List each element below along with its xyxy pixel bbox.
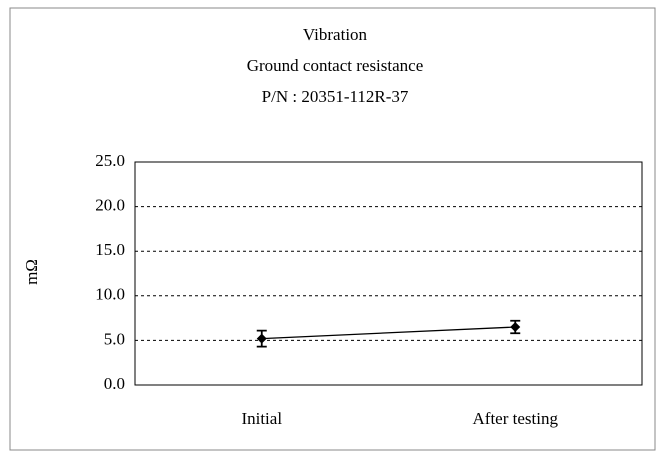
y-tick-label: 5.0	[104, 329, 125, 348]
chart-title: Vibration	[303, 25, 368, 44]
chart-frame	[9, 7, 656, 451]
chart-title: P/N : 20351-112R-37	[262, 87, 409, 106]
plot-area	[134, 161, 643, 386]
y-tick-label: 10.0	[95, 285, 125, 304]
data-point	[256, 333, 267, 344]
y-tick-label: 0.0	[104, 374, 125, 393]
x-tick-label: Initial	[241, 409, 282, 428]
data-point	[510, 322, 521, 333]
y-axis-label: mΩ	[22, 259, 41, 285]
y-tick-label: 25.0	[95, 151, 125, 170]
chart-title: Ground contact resistance	[247, 56, 424, 75]
x-tick-label: After testing	[473, 409, 559, 428]
series-line	[261, 326, 516, 340]
y-tick-label: 15.0	[95, 240, 125, 259]
y-tick-label: 20.0	[95, 196, 125, 215]
